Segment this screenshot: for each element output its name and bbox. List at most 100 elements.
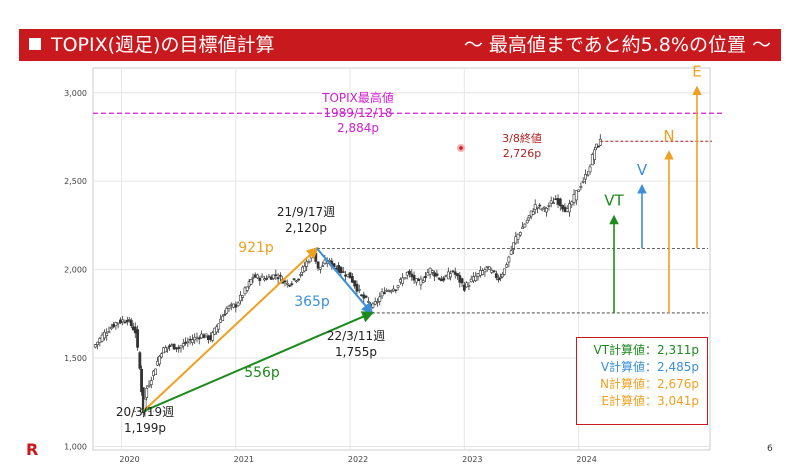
candle-body	[568, 203, 571, 213]
candle-body	[200, 333, 203, 339]
candle-body	[385, 290, 389, 292]
candle-body	[538, 204, 542, 207]
candle-body	[516, 233, 520, 240]
point-annotation: 1,199p	[124, 421, 166, 435]
x-tick-label: 2021	[234, 455, 254, 464]
candle-body	[387, 290, 391, 292]
plot-frame	[92, 67, 711, 451]
result-v: V計算値：2,485p	[600, 360, 699, 374]
candle-body	[509, 250, 513, 255]
candle-body	[355, 283, 359, 292]
candle-body	[314, 252, 318, 262]
candle-body	[590, 154, 594, 166]
y-tick-label: 2,500	[64, 177, 87, 186]
candle-body	[507, 256, 511, 263]
candle-body	[299, 274, 303, 276]
candle-body	[408, 270, 411, 275]
candle-body	[398, 279, 402, 283]
candle-body	[140, 368, 143, 393]
candle-body	[369, 303, 373, 306]
candle-body	[278, 275, 282, 277]
move-arrow-921p	[142, 246, 319, 412]
candle-body	[297, 278, 301, 281]
x-tick-label: 2024	[576, 455, 596, 464]
candle-body	[579, 186, 583, 188]
point-annotation: 22/3/11週	[327, 329, 385, 343]
candle-body	[346, 273, 350, 277]
result-e: E計算値：3,041p	[601, 394, 699, 408]
page-subtitle: ～ 最高値まであと約5.8%の位置 ～	[463, 34, 771, 56]
candle-body	[357, 289, 361, 291]
move-arrow-556p	[142, 311, 374, 413]
candle-body	[204, 333, 208, 337]
candle-body	[100, 334, 104, 342]
candle-body	[581, 180, 585, 183]
x-tick-label: 2020	[119, 455, 139, 464]
y-tick-label: 1,500	[64, 354, 87, 363]
candle-body	[563, 206, 567, 213]
candle-body	[362, 294, 366, 299]
candle-body	[549, 200, 553, 204]
candle-body	[545, 208, 549, 213]
candle-body	[353, 280, 357, 287]
candle-body	[241, 295, 245, 298]
candle-body	[234, 304, 238, 308]
candle-body	[437, 277, 441, 280]
candle-body	[584, 174, 587, 180]
candle-body	[485, 266, 489, 268]
candle-body	[265, 278, 269, 280]
candle-body	[116, 322, 120, 325]
candle-body	[195, 336, 199, 339]
candle-body	[109, 327, 113, 330]
candle-body	[483, 269, 487, 273]
candle-body	[114, 322, 118, 326]
candle-body	[456, 273, 459, 277]
candle-body	[267, 276, 271, 278]
candle-body	[272, 274, 275, 279]
candle-body	[172, 343, 176, 350]
candle-body	[129, 320, 133, 327]
candle-body	[269, 276, 273, 280]
candle-body	[424, 275, 427, 278]
candle-body	[453, 271, 457, 275]
candle-body	[405, 271, 409, 276]
candle-body	[444, 275, 448, 277]
candle-body	[440, 279, 443, 282]
candle-body	[253, 274, 257, 278]
candle-body	[154, 368, 157, 375]
candle-body	[243, 287, 247, 295]
candle-body	[223, 314, 227, 316]
title-banner: TOPIX(週足)の目標値計算 ～ 最高値まであと約5.8%の位置 ～	[19, 29, 781, 61]
candle-body	[258, 277, 262, 281]
candle-body	[249, 279, 253, 285]
candle-body	[316, 261, 320, 269]
candle-body	[476, 273, 480, 277]
candle-body	[492, 270, 496, 273]
candle-body	[136, 329, 139, 348]
candle-body	[401, 277, 405, 284]
candle-body	[103, 331, 106, 339]
candle-body	[158, 356, 161, 365]
candle-body	[598, 138, 602, 146]
candle-body	[380, 291, 384, 297]
move-label: 921p	[238, 240, 274, 256]
candle-body	[175, 347, 178, 350]
candle-body	[303, 265, 307, 272]
candle-body	[430, 270, 434, 273]
candle-body	[412, 275, 416, 281]
move-label: 556p	[244, 365, 280, 381]
target-label: N	[663, 127, 674, 145]
result-vt: VT計算値：2,311p	[593, 343, 699, 357]
candle-body	[133, 326, 137, 334]
candle-body	[565, 208, 569, 212]
candle-body	[238, 294, 242, 302]
candle-body	[149, 380, 153, 385]
candle-body	[221, 315, 225, 321]
candle-body	[533, 204, 537, 210]
y-tick-label: 2,000	[64, 266, 87, 275]
candle-body	[540, 208, 544, 211]
candle-body	[570, 201, 574, 206]
candle-body	[177, 347, 181, 349]
target-results-box: VT計算値：2,311p V計算値：2,485p N計算値：2,676p E計算…	[576, 337, 708, 425]
